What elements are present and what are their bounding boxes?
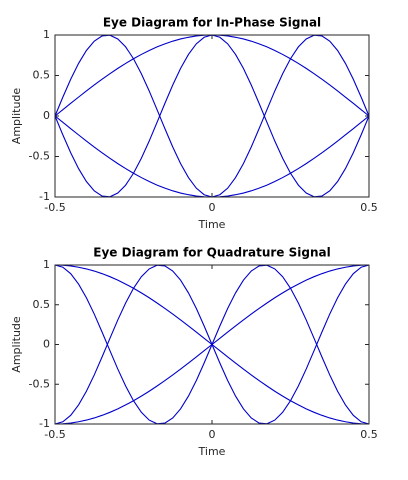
- x-axis-label: Time: [198, 445, 226, 458]
- x-tick-label: -0.5: [44, 428, 65, 441]
- y-tick-label: 0.5: [33, 298, 51, 311]
- x-axis-label: Time: [198, 218, 226, 231]
- axes-box: [54, 34, 370, 198]
- y-tick-label: -1: [39, 190, 50, 203]
- eye-trace: [54, 264, 370, 425]
- x-tick-label: 0: [209, 428, 216, 441]
- y-tick-label: 1: [43, 28, 50, 41]
- axes-background: [55, 35, 369, 197]
- y-tick-label: 0: [43, 338, 50, 351]
- y-axis-label: Amplitude: [10, 88, 23, 145]
- y-tick-label: -1: [39, 417, 50, 430]
- chart-title: Eye Diagram for In-Phase Signal: [103, 16, 321, 30]
- y-axis-label: Amplitude: [10, 316, 23, 373]
- y-tick-label: 0: [43, 109, 50, 122]
- chart-title: Eye Diagram for Quadrature Signal: [93, 246, 330, 260]
- y-tick-label: 1: [43, 258, 50, 271]
- y-tick-label: 0.5: [33, 69, 51, 82]
- x-tick-label: 0.5: [360, 201, 378, 214]
- y-tick-label: -0.5: [29, 150, 50, 163]
- axes-box: [54, 264, 370, 425]
- x-tick-label: 0.5: [360, 428, 378, 441]
- x-tick-label: -0.5: [44, 201, 65, 214]
- x-tick-label: 0: [209, 201, 216, 214]
- y-tick-label: -0.5: [29, 377, 50, 390]
